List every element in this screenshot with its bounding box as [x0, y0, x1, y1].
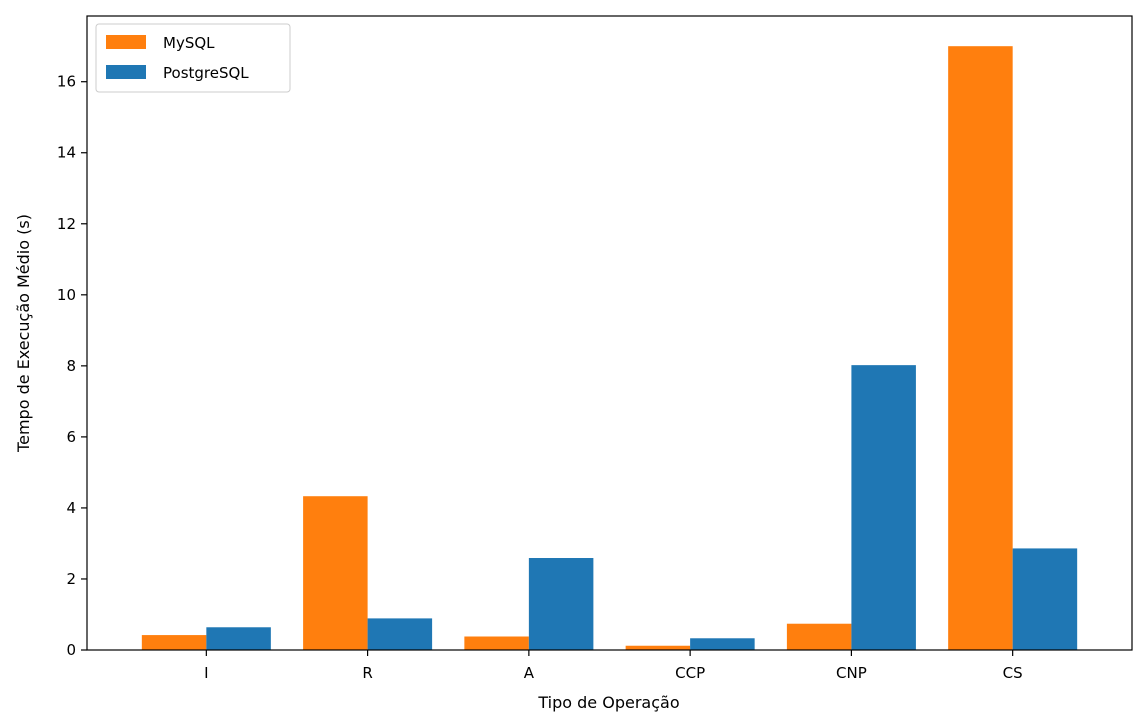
x-tick-label-r: R: [362, 664, 372, 682]
bar-postgresql-i: [206, 627, 271, 650]
legend-swatch-mysql: [106, 35, 146, 49]
bar-mysql-i: [141, 635, 207, 650]
y-axis: 0 2 4 6 8 10 12 14 16: [57, 73, 87, 659]
y-tick-label-2: 2: [66, 570, 76, 588]
x-tick-label-a: A: [524, 664, 535, 682]
y-tick-label-0: 0: [66, 641, 76, 659]
bar-mysql-r: [303, 496, 368, 650]
bar-mysql-ccp: [625, 645, 691, 650]
bar-mysql-cnp: [786, 623, 852, 650]
x-tick-label-i: I: [204, 664, 208, 682]
bar-postgresql-a: [528, 558, 594, 650]
y-tick-label-12: 12: [57, 215, 76, 233]
y-tick-label-4: 4: [66, 499, 76, 517]
bar-postgresql-cnp: [851, 365, 916, 650]
y-tick-label-8: 8: [66, 357, 76, 375]
bar-mysql-cs: [948, 46, 1013, 650]
bars-group: [141, 46, 1078, 650]
bar-postgresql-ccp: [690, 638, 755, 650]
y-tick-label-16: 16: [57, 73, 76, 91]
bar-mysql-a: [464, 636, 529, 650]
x-tick-label-ccp: CCP: [675, 664, 705, 682]
legend-label-postgresql: PostgreSQL: [163, 64, 249, 82]
y-tick-label-10: 10: [57, 286, 76, 304]
bar-postgresql-r: [367, 618, 433, 650]
legend-swatch-postgresql: [106, 65, 146, 79]
plot-frame: [86, 15, 1133, 651]
legend-label-mysql: MySQL: [163, 34, 215, 52]
y-axis-label: Tempo de Execução Médio (s): [14, 214, 33, 453]
x-tick-label-cnp: CNP: [836, 664, 867, 682]
y-tick-label-14: 14: [57, 144, 76, 162]
x-axis-label: Tipo de Operação: [537, 693, 679, 712]
legend: MySQL PostgreSQL: [95, 23, 291, 93]
bar-postgresql-cs: [1012, 548, 1078, 650]
y-tick-label-6: 6: [66, 428, 76, 446]
x-tick-label-cs: CS: [1003, 664, 1023, 682]
x-axis: I R A CCP CNP CS: [204, 650, 1023, 682]
